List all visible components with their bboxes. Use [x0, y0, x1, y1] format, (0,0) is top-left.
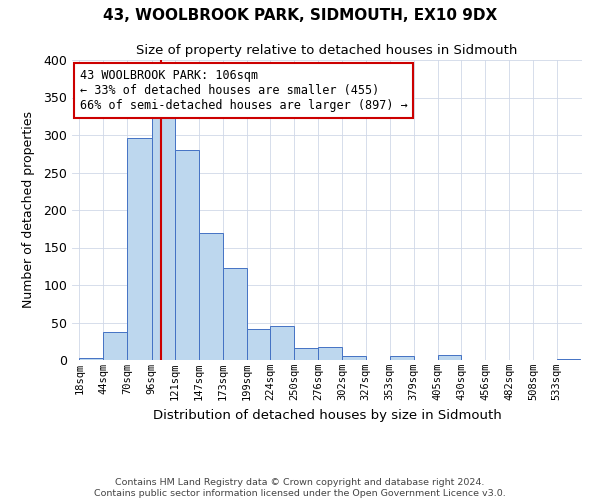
Bar: [294, 348, 319, 360]
Bar: [247, 329, 270, 360]
Bar: [223, 268, 247, 360]
Bar: [103, 332, 127, 360]
Bar: [319, 347, 343, 360]
Bar: [557, 358, 580, 360]
Title: Size of property relative to detached houses in Sidmouth: Size of property relative to detached ho…: [136, 44, 518, 58]
Bar: [152, 112, 175, 360]
Bar: [127, 138, 152, 360]
Text: 43 WOOLBROOK PARK: 106sqm
← 33% of detached houses are smaller (455)
66% of semi: 43 WOOLBROOK PARK: 106sqm ← 33% of detac…: [80, 69, 407, 112]
Bar: [270, 326, 294, 360]
Text: Contains HM Land Registry data © Crown copyright and database right 2024.
Contai: Contains HM Land Registry data © Crown c…: [94, 478, 506, 498]
Text: 43, WOOLBROOK PARK, SIDMOUTH, EX10 9DX: 43, WOOLBROOK PARK, SIDMOUTH, EX10 9DX: [103, 8, 497, 22]
Bar: [389, 356, 414, 360]
Bar: [79, 358, 103, 360]
Bar: [343, 356, 365, 360]
Bar: [175, 150, 199, 360]
Y-axis label: Number of detached properties: Number of detached properties: [22, 112, 35, 308]
Bar: [438, 355, 461, 360]
X-axis label: Distribution of detached houses by size in Sidmouth: Distribution of detached houses by size …: [152, 408, 502, 422]
Bar: [199, 233, 223, 360]
